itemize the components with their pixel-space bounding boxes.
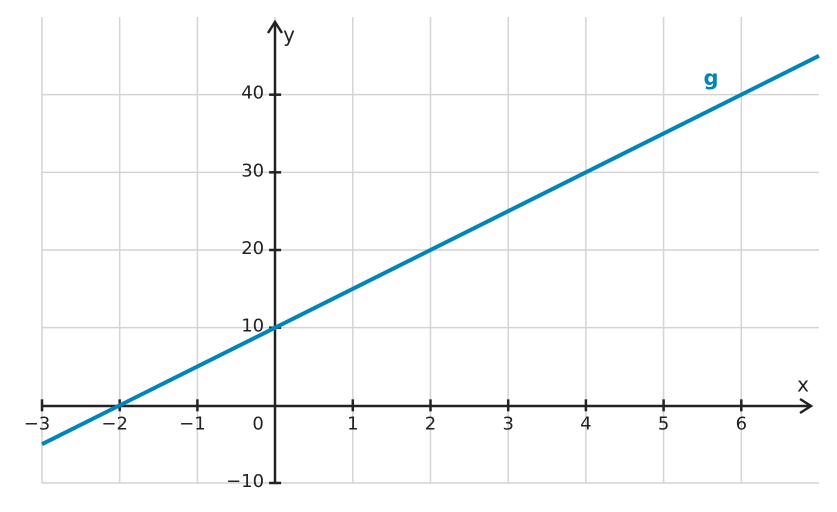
x-tick-label: 1: [347, 413, 358, 434]
y-tick-label: 10: [241, 316, 264, 337]
x-arrow: [799, 397, 814, 415]
series-line: [41, 54, 820, 446]
x-tick-label: 6: [736, 413, 747, 434]
series-label: g: [703, 66, 718, 90]
y-tick-label: 20: [241, 238, 264, 259]
y-arrow: [266, 19, 284, 34]
axes: x y: [42, 19, 814, 483]
x-tick-label: −2: [101, 413, 128, 434]
y-axis-label: y: [283, 23, 295, 47]
y-tick-label: −10: [226, 471, 264, 492]
x-tick-label: 5: [658, 413, 669, 434]
x-tick-label: −3: [24, 413, 51, 434]
y-tick-label: 30: [241, 160, 264, 181]
x-tick-label: 2: [425, 413, 436, 434]
x-tick-label: 4: [580, 413, 591, 434]
x-axis-label: x: [797, 373, 809, 397]
x-tick-label: −1: [179, 413, 206, 434]
x-tick-label: 3: [502, 413, 513, 434]
x-tick-label: 0: [252, 413, 263, 434]
y-tick-label: 40: [241, 83, 264, 104]
